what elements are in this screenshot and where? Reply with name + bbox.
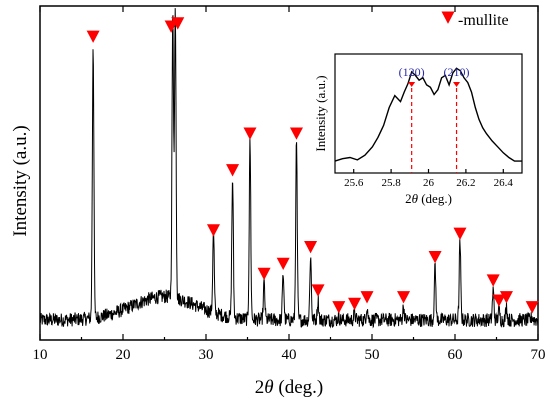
mullite-peak-marker	[486, 274, 500, 287]
inset-x-tick-label: 26.4	[494, 177, 514, 189]
inset-frame	[334, 53, 523, 174]
mullite-peak-marker	[304, 241, 318, 254]
inset-plot: 25.6 25.8 26 26.2 26.4 2θ (deg.) Intensity (a.…	[313, 53, 523, 206]
mullite-peak-marker	[206, 224, 220, 237]
inset-x-tick-label: 26	[423, 177, 435, 189]
xrd-pattern-line	[39, 8, 539, 329]
inset-peak-marker	[408, 82, 416, 87]
mullite-peak-marker	[289, 127, 303, 140]
inset-peak-label: (210)	[444, 65, 470, 79]
mullite-peak-marker	[428, 251, 442, 264]
mullite-peak-marker	[525, 301, 539, 314]
x-tick-label: 40	[282, 347, 297, 363]
x-tick-label: 60	[448, 347, 463, 363]
mullite-peak-marker	[499, 291, 513, 304]
mullite-peak-marker	[311, 284, 325, 297]
inset-x-tick-label: 26.2	[456, 177, 475, 189]
mullite-peak-marker	[86, 30, 100, 43]
inset-x-axis-title: 2θ (deg.)	[405, 191, 452, 206]
inset-peak-label: (120)	[399, 65, 425, 79]
inset-pattern-line	[334, 67, 522, 162]
main-plot: 10 20 30 40 50 60 70 2θ (deg.) Intensity (a.u.)	[10, 5, 546, 398]
mullite-peak-marker	[453, 227, 467, 240]
mullite-peak-marker	[164, 20, 178, 33]
x-tick-label: 20	[116, 347, 131, 363]
mullite-peak-marker	[243, 127, 257, 140]
legend-label: -mullite	[458, 12, 509, 29]
x-tick-label: 70	[531, 347, 546, 363]
mullite-peak-marker	[171, 17, 185, 30]
inset-y-axis-title: Intensity (a.u.)	[313, 75, 328, 151]
mullite-peak-marker	[397, 291, 411, 304]
inset-peak-marker	[453, 82, 461, 87]
inset-x-tick-label: 25.6	[344, 177, 364, 189]
mullite-peak-marker	[276, 257, 290, 271]
mullite-peak-marker	[492, 294, 506, 307]
x-tick-label: 10	[33, 347, 48, 363]
x-tick-label: 50	[365, 347, 380, 363]
x-tick-label: 30	[199, 347, 214, 363]
mullite-peak-marker	[226, 164, 240, 177]
x-axis-title: 2θ (deg.)	[255, 377, 323, 398]
mullite-peak-marker	[348, 297, 362, 311]
legend: -mullite	[441, 11, 509, 29]
mullite-peak-marker	[332, 301, 346, 314]
y-axis-title: Intensity (a.u.)	[10, 125, 31, 236]
legend-marker	[441, 11, 455, 24]
mullite-peak-marker	[257, 267, 271, 281]
mullite-peak-marker	[360, 291, 374, 304]
inset-x-tick-label: 25.8	[381, 177, 401, 189]
